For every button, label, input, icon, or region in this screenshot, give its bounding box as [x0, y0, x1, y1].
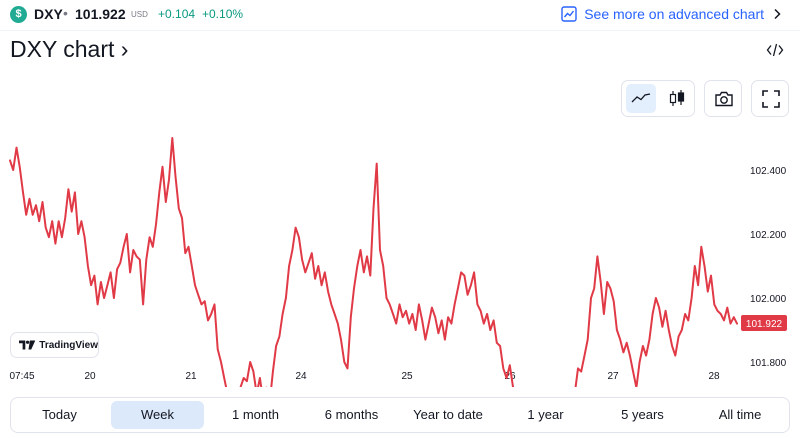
x-tick-label: 21: [185, 371, 197, 382]
price-change: +0.104: [158, 7, 196, 21]
tradingview-logo-icon: [19, 340, 36, 350]
camera-icon: [715, 91, 733, 107]
symbol-bar: $ DXY • 101.922 USD +0.104 +0.10% See mo…: [0, 0, 800, 30]
price-tag-label: 101.922: [746, 319, 783, 330]
y-tick-label: 101.800: [750, 358, 787, 369]
y-tick-label: 102.400: [750, 166, 787, 177]
range-5-years-button[interactable]: 5 years: [621, 407, 664, 422]
advanced-chart-label: See more on advanced chart: [584, 6, 764, 22]
x-tick-label: 28: [708, 371, 720, 382]
x-tick-label: 07:45: [9, 371, 34, 382]
y-tick-label: 102.000: [750, 294, 787, 305]
range-1-year-button[interactable]: 1 year: [527, 407, 564, 422]
range-today-button[interactable]: Today: [42, 407, 77, 422]
x-tick-label: 24: [295, 371, 307, 382]
dollar-icon: $: [10, 6, 27, 23]
range-year-to-date-button[interactable]: Year to date: [413, 407, 483, 422]
candlestick-icon: [669, 90, 685, 106]
y-tick-label: 102.200: [750, 230, 787, 241]
screenshot-button[interactable]: [704, 80, 742, 117]
fullscreen-button[interactable]: [751, 80, 789, 117]
x-axis: 07:45 20 21 24 25 26 27 28: [9, 371, 720, 382]
header-divider: [0, 30, 800, 31]
last-price: 101.922: [75, 6, 126, 22]
tradingview-label: TradingView: [39, 339, 98, 351]
series-layer: [9, 137, 738, 387]
tradingview-badge[interactable]: TradingView: [10, 332, 99, 358]
x-tick-label: 27: [607, 371, 619, 382]
range-week-button[interactable]: Week: [111, 401, 204, 429]
embed-code-icon[interactable]: [766, 42, 784, 58]
x-tick-label: 26: [504, 371, 516, 382]
price-tag-box: [741, 314, 787, 331]
range-selector: Today Week 1 month 6 months Year to date…: [10, 397, 790, 433]
chart-style-toggle: [621, 80, 695, 117]
line-style-button[interactable]: [626, 84, 656, 113]
dxy-series-line: [9, 137, 738, 387]
chart-icon: [561, 6, 577, 22]
fullscreen-icon: [762, 90, 780, 108]
range-1-month-button[interactable]: 1 month: [232, 407, 279, 422]
advanced-chart-link[interactable]: See more on advanced chart: [561, 4, 782, 24]
chevron-right-icon: [774, 8, 781, 20]
page-title[interactable]: DXY chart ›: [10, 36, 129, 62]
separator-dot: •: [63, 5, 68, 21]
currency-label: USD: [131, 10, 148, 19]
x-tick-label: 20: [84, 371, 96, 382]
range-6-months-button[interactable]: 6 months: [324, 407, 379, 422]
line-chart-icon: [631, 93, 651, 103]
range-all-time-button[interactable]: All time: [718, 407, 762, 422]
last-price-tag: 101.922: [741, 314, 787, 331]
price-change-percent: +0.10%: [202, 7, 244, 21]
symbol-name: DXY: [34, 6, 63, 22]
candle-style-button[interactable]: [662, 84, 692, 113]
x-tick-label: 25: [401, 371, 413, 382]
